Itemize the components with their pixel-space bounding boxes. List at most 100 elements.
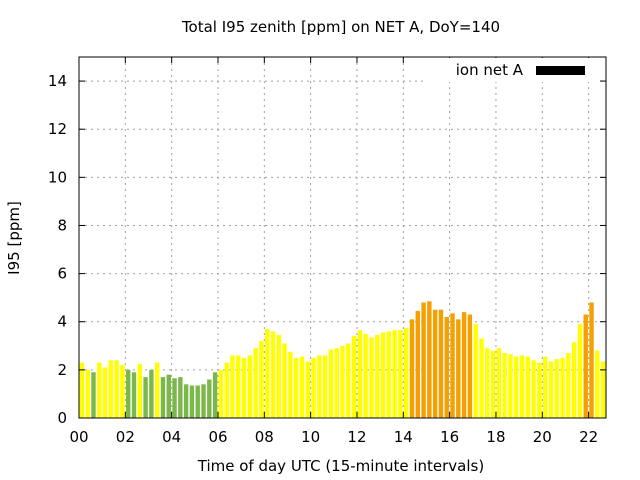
bar <box>236 355 241 418</box>
y-tick-label: 14 <box>48 72 67 90</box>
bar <box>444 316 449 418</box>
bar <box>571 342 577 418</box>
y-tick-label: 0 <box>57 409 67 427</box>
bar <box>178 377 183 418</box>
bar <box>334 348 339 418</box>
bar <box>183 384 189 418</box>
bar <box>102 367 108 418</box>
bar <box>91 372 96 418</box>
bar <box>218 369 224 418</box>
plot-frame <box>78 56 607 419</box>
bar <box>357 330 363 418</box>
bar <box>195 385 200 418</box>
bar <box>369 337 374 418</box>
bar <box>432 309 438 418</box>
x-tick-label: 08 <box>255 428 274 446</box>
bar <box>542 356 548 418</box>
bar <box>172 378 177 418</box>
y-axis-label: I95 [ppm] <box>5 201 23 275</box>
bar <box>531 360 536 418</box>
x-tick-label: 00 <box>69 428 88 446</box>
bar <box>560 357 565 418</box>
bar <box>149 369 154 418</box>
y-tick-labels: 0 2 4 6 8 10 12 14 <box>48 72 67 427</box>
bar <box>467 314 473 418</box>
bar <box>230 355 235 418</box>
bar <box>247 355 253 418</box>
bar <box>525 356 531 418</box>
bar <box>496 348 502 418</box>
bar <box>259 340 264 418</box>
bar <box>589 302 594 418</box>
bar <box>282 343 287 418</box>
bar <box>363 333 368 418</box>
chart-title: Total I95 zenith [ppm] on NET A, DoY=140 <box>181 18 500 36</box>
bar <box>514 356 519 418</box>
x-tick-label: 18 <box>486 428 505 446</box>
bar <box>79 362 85 418</box>
x-tick-label: 22 <box>579 428 598 446</box>
bar <box>97 362 102 418</box>
y-tick-label: 6 <box>57 265 67 283</box>
bar <box>346 343 351 418</box>
y-tick-label: 10 <box>48 168 67 186</box>
bar <box>583 314 588 418</box>
bar <box>265 328 270 418</box>
bar <box>577 324 583 418</box>
bar <box>392 330 397 418</box>
bar <box>519 355 525 418</box>
x-tick-label: 12 <box>347 428 366 446</box>
bar <box>566 353 571 418</box>
bar <box>207 379 212 418</box>
bar <box>143 377 148 418</box>
bar <box>456 319 461 418</box>
bars-group <box>79 301 606 418</box>
bar <box>340 345 345 418</box>
bar <box>375 334 380 418</box>
bar <box>508 354 513 418</box>
bar <box>450 313 455 418</box>
bar <box>537 362 542 418</box>
bar <box>554 359 559 418</box>
bar <box>404 327 409 418</box>
bar <box>380 332 386 418</box>
bar <box>131 372 137 418</box>
x-tick-label: 16 <box>440 428 459 446</box>
bar <box>276 334 281 418</box>
bar <box>299 356 305 418</box>
y-tick-label: 4 <box>57 313 67 331</box>
bar <box>311 357 316 418</box>
bar <box>502 353 507 418</box>
bar <box>322 355 328 418</box>
x-tick-label: 06 <box>208 428 227 446</box>
x-tick-label: 04 <box>162 428 181 446</box>
x-tick-label: 20 <box>533 428 552 446</box>
bar <box>473 324 478 418</box>
x-tick-label: 14 <box>394 428 413 446</box>
bar <box>108 360 114 418</box>
bar <box>154 362 160 418</box>
bar <box>415 310 420 418</box>
legend-swatch <box>536 66 585 75</box>
x-axis-label: Time of day UTC (15-minute intervals) <box>197 457 484 475</box>
bar <box>126 369 131 418</box>
legend: ion net A <box>427 58 597 82</box>
bar <box>600 361 606 418</box>
y-tick-label: 8 <box>57 216 67 234</box>
bar <box>485 348 490 418</box>
bar <box>421 302 426 418</box>
bar <box>160 377 166 418</box>
bar <box>201 384 206 418</box>
bar <box>137 363 143 418</box>
bar <box>490 350 496 418</box>
bar <box>253 348 258 418</box>
bar <box>386 331 392 418</box>
bar <box>114 360 119 418</box>
bar <box>461 312 467 418</box>
bar <box>351 336 357 418</box>
bar <box>398 330 403 418</box>
bar <box>270 331 276 418</box>
bar <box>293 357 299 418</box>
legend-label: ion net A <box>456 61 524 79</box>
